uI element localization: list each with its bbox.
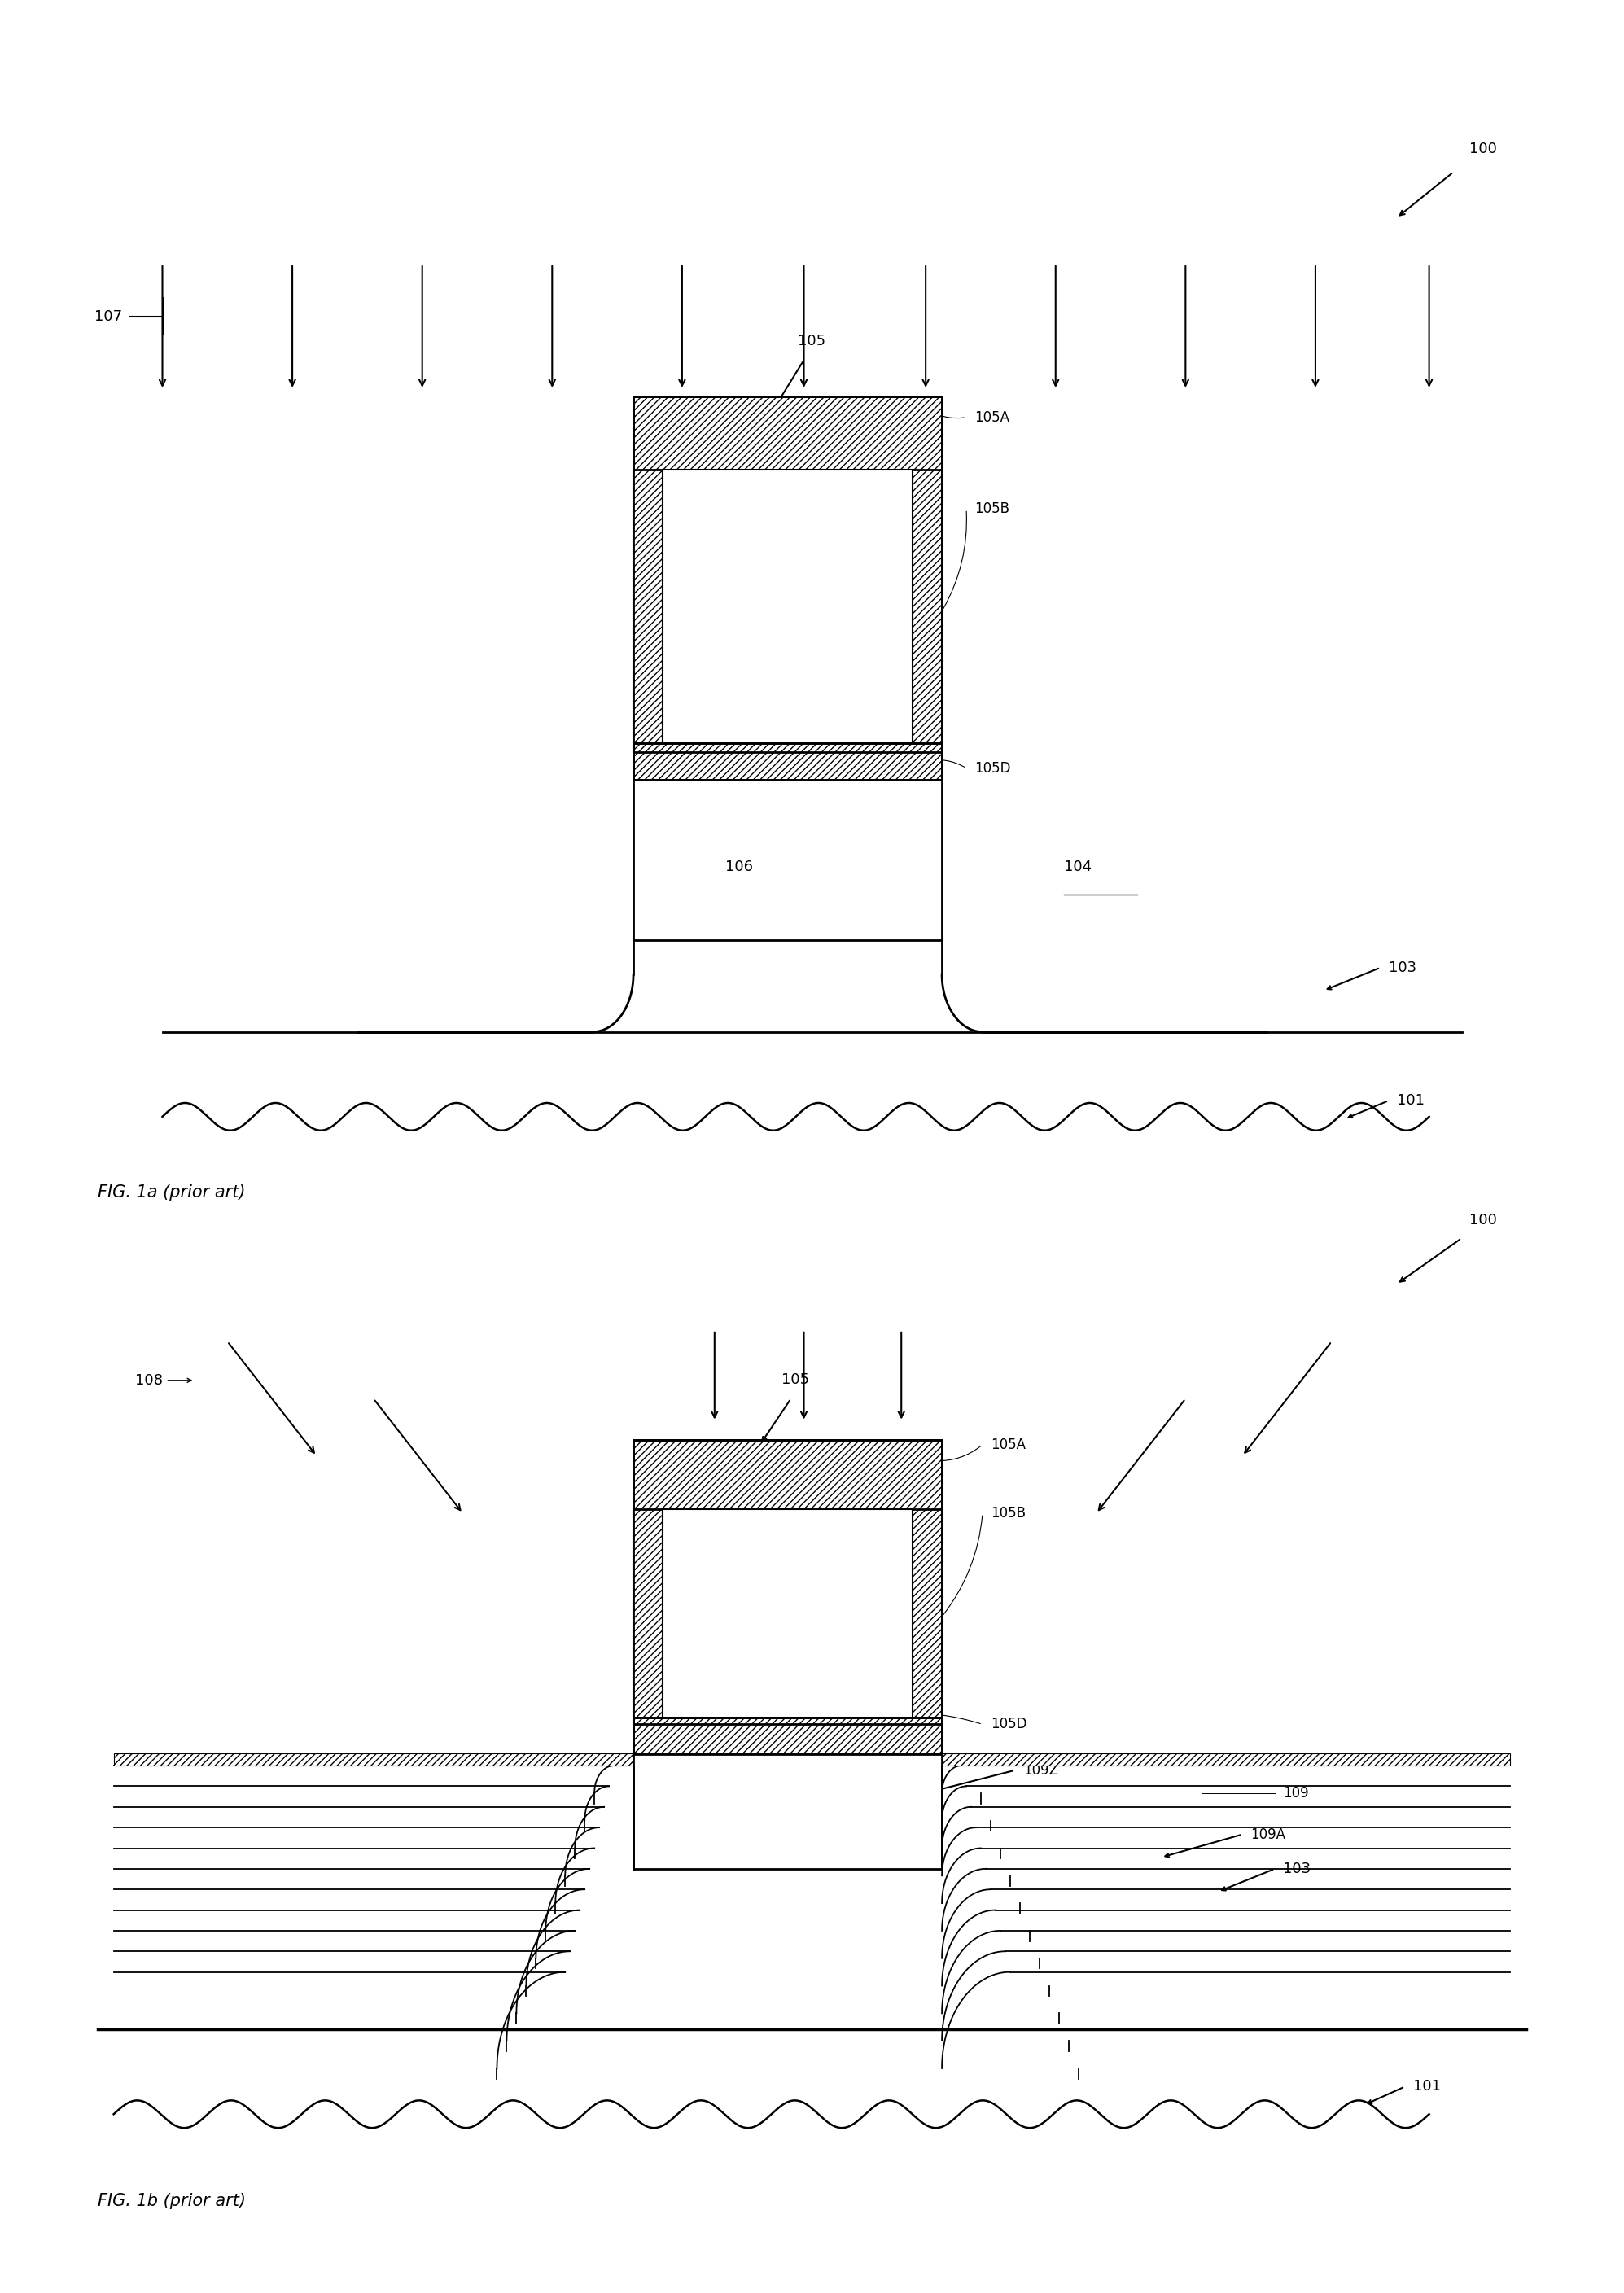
Text: 106: 106 bbox=[700, 1809, 729, 1823]
Bar bbox=[633, 743, 942, 780]
Bar bbox=[913, 1509, 942, 1724]
Text: 105C: 105C bbox=[719, 1630, 758, 1644]
Text: 100: 100 bbox=[1470, 142, 1497, 156]
Bar bbox=[633, 397, 942, 752]
Text: 106: 106 bbox=[724, 860, 754, 874]
Text: 105: 105 bbox=[781, 1374, 810, 1387]
Text: 105B: 105B bbox=[974, 502, 1010, 516]
Text: 105: 105 bbox=[797, 335, 827, 349]
Text: 109N: 109N bbox=[1283, 1754, 1319, 1768]
Bar bbox=[633, 1440, 942, 1509]
Text: 105D: 105D bbox=[991, 1717, 1026, 1731]
Bar bbox=[633, 470, 663, 752]
Text: 105C: 105C bbox=[744, 612, 783, 626]
Text: 107: 107 bbox=[94, 310, 122, 323]
Text: 100: 100 bbox=[1470, 1213, 1497, 1227]
Bar bbox=[633, 1754, 942, 1869]
Text: 101: 101 bbox=[1397, 1094, 1424, 1108]
Bar bbox=[913, 470, 942, 752]
Bar bbox=[633, 743, 942, 780]
Bar bbox=[663, 470, 913, 752]
Text: 105A: 105A bbox=[974, 410, 1010, 424]
Bar bbox=[633, 780, 942, 940]
Bar bbox=[633, 1440, 942, 1724]
Text: 104: 104 bbox=[1064, 860, 1091, 874]
Text: FIG. 1a (prior art): FIG. 1a (prior art) bbox=[97, 1183, 245, 1202]
Bar bbox=[633, 1717, 942, 1754]
Text: 108: 108 bbox=[135, 1374, 162, 1387]
Text: 105B: 105B bbox=[991, 1507, 1026, 1520]
Text: 103: 103 bbox=[1283, 1862, 1311, 1876]
Bar bbox=[633, 1717, 942, 1754]
Text: 109A: 109A bbox=[1250, 1828, 1286, 1841]
Bar bbox=[114, 1754, 1510, 1766]
Text: FIG. 1b (prior art): FIG. 1b (prior art) bbox=[97, 2192, 245, 2210]
Text: 103: 103 bbox=[1389, 961, 1416, 975]
Text: 109Z: 109Z bbox=[1023, 1763, 1059, 1777]
Bar bbox=[663, 1509, 913, 1724]
Text: 105D: 105D bbox=[974, 761, 1010, 775]
Text: 101: 101 bbox=[1413, 2080, 1440, 2094]
Bar bbox=[633, 397, 942, 470]
Text: 109: 109 bbox=[1283, 1786, 1309, 1800]
Text: 105A: 105A bbox=[991, 1438, 1026, 1451]
Bar bbox=[633, 1509, 663, 1724]
